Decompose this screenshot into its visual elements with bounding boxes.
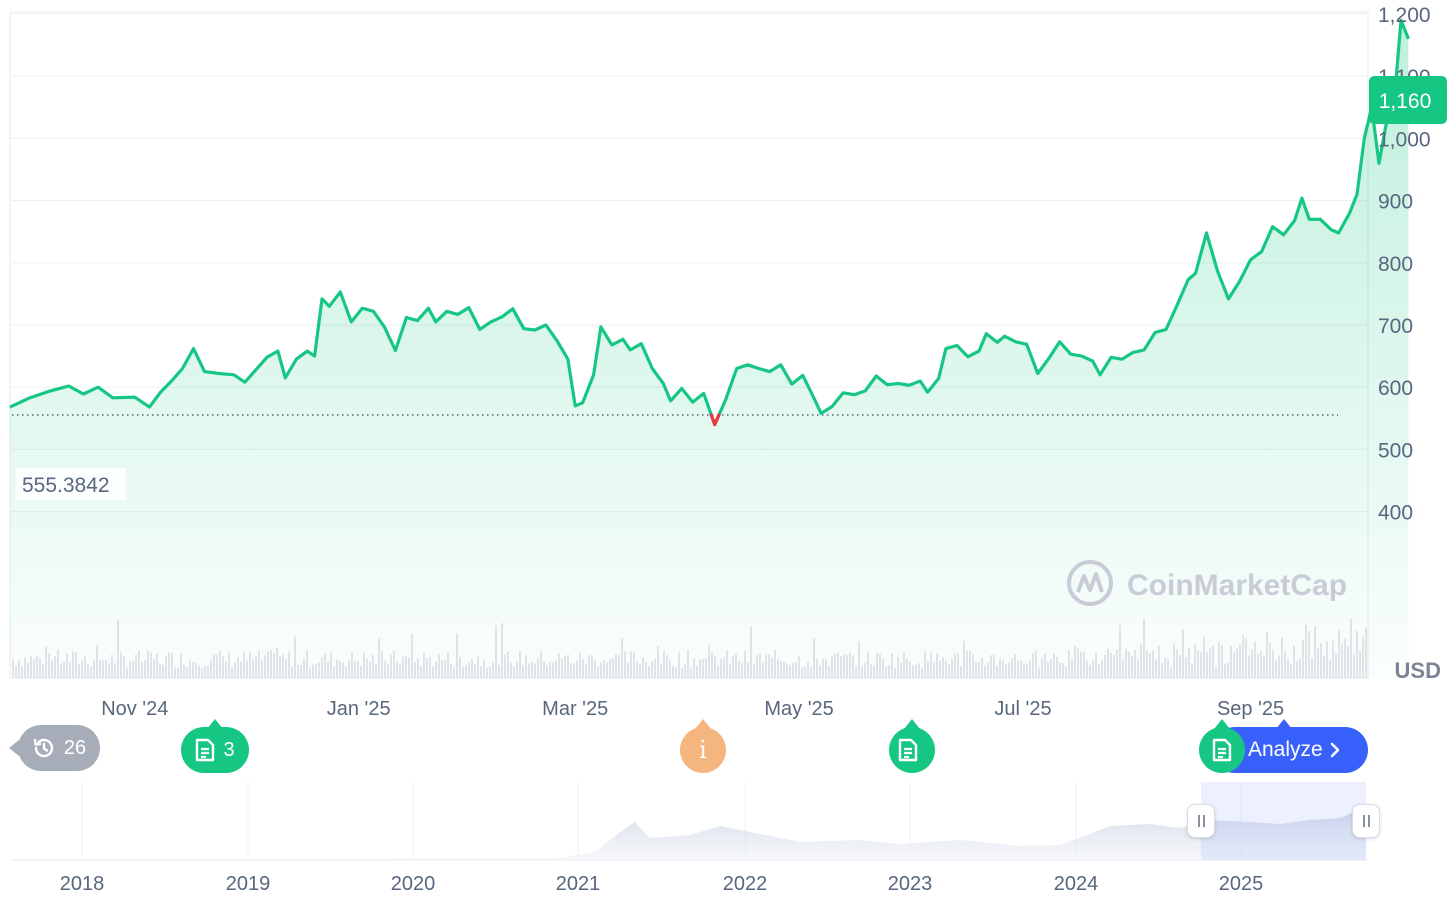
y-tick-label: 500 [1378,439,1413,462]
price-line [9,18,1410,427]
price-line-below-baseline [713,413,721,427]
watermark-text: CoinMarketCap [1127,569,1347,602]
navigator-tick-label: 2018 [60,873,105,895]
history-count: 26 [63,736,87,759]
price-labels: 1,160 555.3842 USD [16,76,1447,683]
document-icon [196,738,215,762]
price-area-fill [10,20,1409,678]
event-marker-info[interactable]: i [680,719,726,773]
navigator-tick-label: 2022 [723,873,768,895]
navigator-right-handle[interactable] [1352,804,1380,838]
y-tick-label: 400 [1378,502,1413,525]
x-tick-label: Jul '25 [994,698,1051,720]
watermark: CoinMarketCap [1067,560,1347,606]
baseline-price-label: 555.3842 [22,474,110,497]
y-tick-label: 800 [1378,253,1413,276]
history-events-button[interactable]: 26 [9,725,100,771]
navigator-tick-label: 2023 [888,873,933,895]
x-tick-label: Mar '25 [542,698,608,720]
coinmarketcap-logo-icon [1067,560,1113,606]
info-icon: i [699,736,707,764]
x-tick-label: Nov '24 [101,698,168,720]
y-tick-label: 600 [1378,377,1413,400]
document-icon [1212,738,1232,762]
analyze-label: Analyze [1248,738,1323,761]
x-axis: Nov '24 Jan '25 Mar '25 May '25 Jul '25 Sep '… [101,698,1284,720]
range-navigator[interactable]: 2018 2019 2020 2021 2022 2023 2024 2025 [10,782,1368,895]
y-tick-label: 900 [1378,191,1413,214]
navigator-selection [1201,782,1366,860]
event-marker-document[interactable] [889,719,935,773]
y-tick-label: 700 [1378,315,1413,338]
price-area [10,20,1409,678]
price-line-path [9,18,1410,427]
navigator-area [10,806,1366,859]
navigator-tick-label: 2021 [556,873,601,895]
navigator-tick-label: 2025 [1219,873,1264,895]
x-tick-label: May '25 [764,698,833,720]
x-tick-label: Jan '25 [327,698,391,720]
y-tick-label: 1,000 [1378,128,1431,151]
navigator-left-handle[interactable] [1187,804,1215,838]
history-icon [33,738,54,758]
event-marker-news[interactable]: 3 [181,719,249,773]
event-count: 3 [223,738,235,761]
document-icon [898,738,918,762]
navigator-tick-label: 2020 [391,873,436,895]
current-price-label: 1,160 [1379,90,1432,113]
currency-label: USD [1395,658,1441,683]
chevron-right-icon [1330,742,1339,758]
current-price-badge [1369,76,1447,124]
x-tick-label: Sep '25 [1217,698,1284,720]
analyze-document-marker[interactable] [1199,719,1245,773]
y-tick-label: 1,200 [1378,4,1431,27]
navigator-tick-label: 2024 [1054,873,1099,895]
navigator-tick-label: 2019 [226,873,271,895]
baseline-label-bg [16,468,126,500]
